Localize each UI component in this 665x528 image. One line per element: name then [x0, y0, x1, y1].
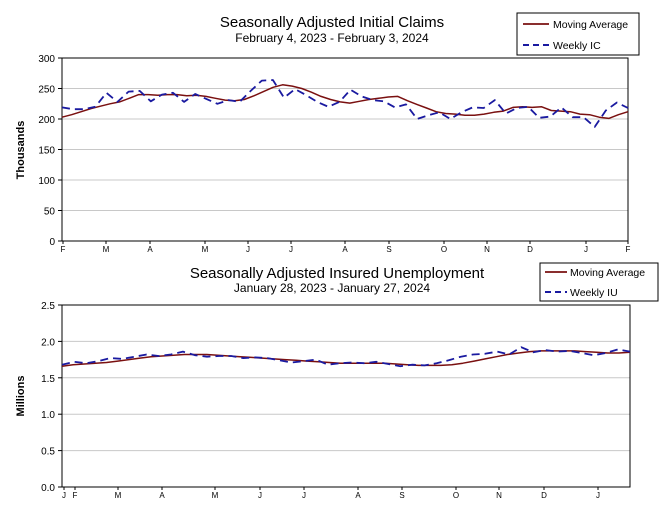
- x-tick-label: J: [302, 491, 306, 500]
- y-tick-label: 100: [38, 176, 55, 187]
- plot-frame: [61, 304, 631, 488]
- x-tick-label: D: [527, 245, 533, 254]
- chart2-title: Seasonally Adjusted Insured Unemployment: [190, 265, 485, 282]
- x-tick-label: F: [626, 245, 631, 254]
- chart2-plot: 0.00.51.01.52.02.5J F M A M J J A S O N D J: [41, 301, 631, 500]
- chart1-plot: 0 50 100 150 200 250 300 F M A M J J A S O N D J F: [38, 54, 630, 254]
- y-tick-label: 2.5: [41, 301, 55, 312]
- chart1-legend-ma-label: Moving Average: [553, 19, 628, 31]
- y-tick-label: 300: [38, 54, 55, 65]
- weekly-series-line: [61, 346, 631, 368]
- chart1-subtitle: February 4, 2023 - February 3, 2024: [235, 31, 429, 45]
- x-tick-label: D: [541, 491, 547, 500]
- y-tick-label: 1.5: [41, 374, 55, 385]
- x-tick-label: A: [342, 245, 348, 254]
- x-tick-label: J: [289, 245, 293, 254]
- x-tick-label: O: [441, 245, 447, 254]
- chart1-title: Seasonally Adjusted Initial Claims: [220, 14, 444, 31]
- x-tick-label: A: [159, 491, 165, 500]
- chart2-legend-weekly-label: Weekly IU: [570, 287, 618, 299]
- y-tick-label: 150: [38, 146, 55, 157]
- chart1-legend-weekly-label: Weekly IC: [553, 40, 601, 52]
- x-tick-label: F: [73, 491, 78, 500]
- x-tick-label: M: [103, 245, 110, 254]
- x-tick-label: J: [584, 245, 588, 254]
- y-tick-label: 200: [38, 115, 55, 126]
- x-tick-label: S: [386, 245, 391, 254]
- y-tick-label: 2.0: [41, 337, 55, 348]
- x-tick-label: J: [258, 491, 262, 500]
- chart1-legend: Moving Average Weekly IC: [516, 12, 640, 56]
- y-tick-label: 0: [49, 237, 55, 248]
- x-tick-label: J: [246, 245, 250, 254]
- x-tick-label: M: [115, 491, 122, 500]
- y-tick-label: 0.5: [41, 447, 55, 458]
- y-tick-label: 250: [38, 85, 55, 96]
- x-tick-label: F: [61, 245, 66, 254]
- moving-average-line: [61, 84, 629, 120]
- x-tick-label: N: [496, 491, 502, 500]
- x-tick-label: A: [147, 245, 153, 254]
- x-tick-label: S: [399, 491, 404, 500]
- x-tick-label: J: [596, 491, 600, 500]
- x-tick-label: A: [355, 491, 361, 500]
- x-tick-label: M: [202, 245, 209, 254]
- x-tick-label: O: [453, 491, 459, 500]
- y-tick-label: 0.0: [41, 483, 55, 494]
- chart2-legend: Moving Average Weekly IU: [539, 262, 659, 302]
- y-tick-label: 50: [44, 207, 56, 218]
- x-tick-label: J: [62, 491, 66, 500]
- weekly-series-line: [61, 79, 629, 128]
- x-tick-label: M: [212, 491, 219, 500]
- chart1-ylabel: Thousands: [15, 121, 27, 180]
- y-tick-label: 1.0: [41, 410, 55, 421]
- chart2-legend-ma-label: Moving Average: [570, 267, 645, 279]
- chart2-subtitle: January 28, 2023 - January 27, 2024: [234, 281, 430, 295]
- moving-average-line: [61, 350, 631, 367]
- chart2-ylabel: Millions: [15, 376, 27, 417]
- x-tick-label: N: [484, 245, 490, 254]
